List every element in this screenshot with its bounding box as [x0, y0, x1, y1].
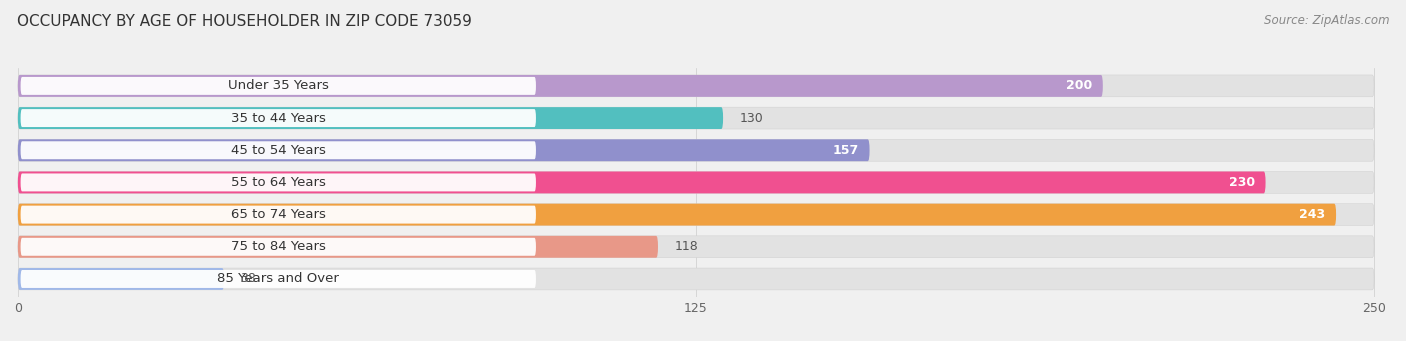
FancyBboxPatch shape [18, 172, 1374, 193]
Text: 118: 118 [675, 240, 697, 253]
Text: 35 to 44 Years: 35 to 44 Years [231, 112, 326, 124]
FancyBboxPatch shape [18, 204, 1336, 225]
FancyBboxPatch shape [21, 206, 536, 224]
FancyBboxPatch shape [18, 204, 1374, 225]
FancyBboxPatch shape [21, 238, 536, 256]
Text: 65 to 74 Years: 65 to 74 Years [231, 208, 326, 221]
Text: 157: 157 [832, 144, 859, 157]
Text: 45 to 54 Years: 45 to 54 Years [231, 144, 326, 157]
Text: 243: 243 [1299, 208, 1326, 221]
Text: 75 to 84 Years: 75 to 84 Years [231, 240, 326, 253]
Text: 200: 200 [1066, 79, 1092, 92]
FancyBboxPatch shape [18, 172, 1265, 193]
FancyBboxPatch shape [18, 75, 1374, 97]
FancyBboxPatch shape [21, 109, 536, 127]
FancyBboxPatch shape [21, 141, 536, 159]
FancyBboxPatch shape [18, 107, 1374, 129]
Text: 38: 38 [240, 272, 256, 285]
FancyBboxPatch shape [18, 75, 1102, 97]
FancyBboxPatch shape [21, 270, 536, 288]
FancyBboxPatch shape [18, 236, 1374, 258]
FancyBboxPatch shape [18, 139, 869, 161]
FancyBboxPatch shape [21, 77, 536, 95]
Text: 130: 130 [740, 112, 763, 124]
FancyBboxPatch shape [21, 174, 536, 191]
Text: 55 to 64 Years: 55 to 64 Years [231, 176, 326, 189]
Text: OCCUPANCY BY AGE OF HOUSEHOLDER IN ZIP CODE 73059: OCCUPANCY BY AGE OF HOUSEHOLDER IN ZIP C… [17, 14, 472, 29]
Text: Source: ZipAtlas.com: Source: ZipAtlas.com [1264, 14, 1389, 27]
Text: 230: 230 [1229, 176, 1254, 189]
FancyBboxPatch shape [18, 268, 1374, 290]
FancyBboxPatch shape [18, 236, 658, 258]
Text: 85 Years and Over: 85 Years and Over [218, 272, 339, 285]
Text: Under 35 Years: Under 35 Years [228, 79, 329, 92]
FancyBboxPatch shape [18, 268, 224, 290]
FancyBboxPatch shape [18, 139, 1374, 161]
FancyBboxPatch shape [18, 107, 723, 129]
